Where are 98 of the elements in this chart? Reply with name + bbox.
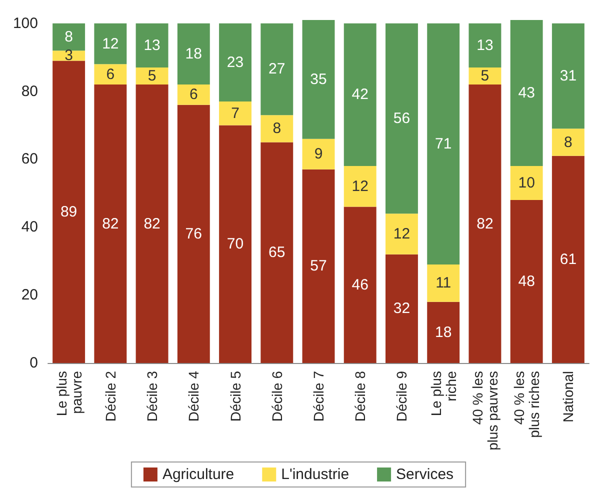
data-label: 57 — [310, 258, 327, 275]
x-tick-label: Décile 5 — [227, 370, 244, 422]
x-tick-label: Décile 9 — [394, 370, 410, 422]
data-label: 76 — [185, 225, 202, 242]
x-tick-label: Décile 2 — [102, 370, 118, 422]
data-label: 48 — [518, 272, 535, 290]
bar — [136, 23, 168, 68]
x-tick-label: Décile 3 — [144, 370, 160, 422]
bar — [219, 23, 252, 102]
x-tick-label: Décile 7 — [310, 370, 326, 422]
bar — [260, 23, 294, 116]
x-tick-label: Décile 8 — [352, 370, 368, 422]
bar — [177, 84, 210, 105]
bar — [219, 125, 252, 363]
data-label: 42 — [352, 86, 368, 104]
data-label: 8 — [64, 28, 73, 46]
data-label: 3 — [64, 47, 73, 64]
data-label: 6 — [189, 86, 198, 104]
data-label: 7 — [231, 104, 240, 122]
y-tick-label: 60 — [21, 150, 38, 168]
data-label: 61 — [560, 250, 577, 268]
data-label: 11 — [436, 274, 452, 292]
bar — [177, 23, 210, 85]
bar — [468, 84, 502, 363]
data-label: 27 — [268, 60, 286, 78]
data-label: 70 — [226, 236, 244, 253]
data-label: 18 — [435, 324, 452, 341]
y-tick-label: 20 — [21, 286, 38, 304]
bar — [136, 84, 168, 363]
data-label: 46 — [352, 276, 368, 294]
data-label: 35 — [310, 70, 327, 88]
data-label: 23 — [226, 54, 244, 71]
data-label: 32 — [393, 300, 410, 318]
bar — [94, 23, 127, 64]
data-label: 12 — [352, 178, 368, 195]
data-label: 8 — [564, 134, 572, 151]
data-label: 82 — [476, 215, 494, 232]
x-tick-label: National — [560, 371, 576, 422]
y-tick-label: 40 — [21, 218, 38, 236]
y-tick-label: 0 — [30, 354, 38, 372]
data-label: 10 — [518, 174, 535, 192]
data-label: 71 — [435, 135, 452, 152]
bar — [219, 102, 252, 126]
data-label: 65 — [268, 244, 286, 262]
bar — [136, 68, 168, 85]
bar — [510, 166, 543, 200]
bar — [52, 23, 86, 51]
data-label: 12 — [102, 35, 119, 52]
bar — [510, 200, 543, 363]
data-label: 13 — [144, 36, 160, 54]
bar — [344, 23, 376, 166]
bar — [552, 128, 584, 156]
legend-label: L'industrie — [281, 466, 350, 483]
bar — [386, 23, 418, 214]
bar — [386, 254, 418, 363]
data-label: 5 — [480, 68, 490, 85]
x-tick-label: Le plus riche — [428, 370, 459, 416]
x-tick-label: Décile 6 — [268, 370, 285, 422]
y-tick-label: 80 — [21, 82, 38, 100]
bar — [94, 64, 127, 85]
data-label: 9 — [314, 146, 323, 163]
legend-label: Services — [396, 466, 454, 483]
data-label: 82 — [144, 215, 160, 232]
bar — [427, 302, 460, 363]
bar — [52, 60, 86, 363]
bar — [468, 68, 502, 85]
data-label: 89 — [60, 203, 78, 220]
bar — [344, 166, 376, 207]
data-label: 31 — [560, 68, 577, 85]
bar — [302, 169, 335, 363]
bar — [52, 50, 86, 61]
bar — [386, 214, 418, 254]
bar — [468, 23, 502, 68]
bar — [510, 20, 543, 166]
data-label: 18 — [185, 45, 202, 62]
data-label: 12 — [393, 225, 410, 242]
bar — [552, 23, 584, 129]
x-tick-label: Le plus pauvre — [53, 370, 84, 416]
data-label: 8 — [272, 120, 282, 138]
bar — [302, 20, 335, 139]
x-tick-label: Décile 4 — [186, 370, 202, 422]
bar — [427, 264, 460, 302]
data-label: 56 — [393, 110, 410, 127]
data-label: 13 — [476, 36, 494, 54]
y-tick-label: 100 — [12, 14, 38, 32]
data-label: 6 — [106, 66, 115, 83]
bar — [177, 104, 210, 363]
bar — [260, 142, 294, 363]
bar — [427, 23, 460, 265]
bar — [344, 206, 376, 363]
data-label: 43 — [518, 84, 535, 102]
bar — [552, 156, 584, 363]
bar — [260, 115, 294, 142]
data-label: 82 — [102, 215, 119, 232]
bar — [94, 84, 127, 363]
legend-label: Agriculture — [162, 466, 234, 483]
bar — [302, 138, 335, 170]
data-label: 5 — [148, 68, 156, 85]
